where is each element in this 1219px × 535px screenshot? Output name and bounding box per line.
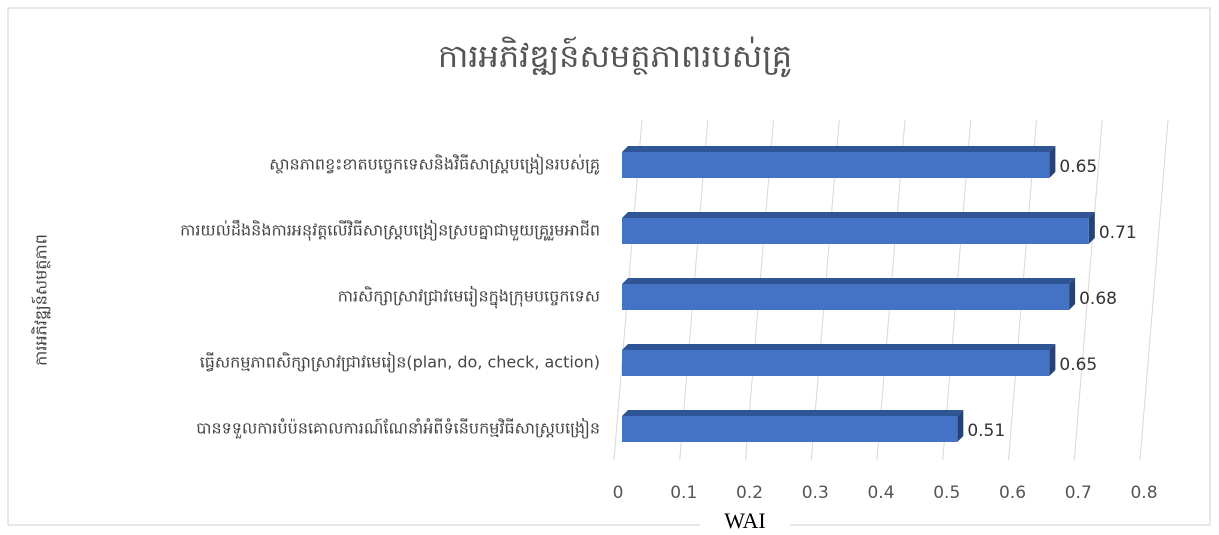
x-tick-label: 0 — [613, 483, 624, 503]
data-label: 0.65 — [1059, 157, 1097, 177]
x-tick-label: 0.7 — [1065, 483, 1092, 503]
x-tick-label: 0.6 — [999, 483, 1026, 503]
x-label-bg — [700, 512, 790, 534]
y-axis-label: ការអភិវឌ្ឍន៍សមត្ថភាព — [31, 234, 51, 366]
bar-top — [622, 146, 1056, 152]
x-tick-label: 0.1 — [670, 483, 697, 503]
bar-end — [1088, 212, 1095, 244]
x-axis-label: WAI — [724, 508, 766, 533]
y-tick-label: ការយល់ដឹងនិងការអនុវត្តលើវិធីសាស្ត្របង្រៀ… — [180, 220, 600, 242]
bar-end — [1049, 146, 1056, 178]
x-tick-label: 0.2 — [736, 483, 763, 503]
bar — [622, 212, 1095, 244]
bar-top — [622, 278, 1076, 284]
bar-top — [622, 410, 964, 416]
bar-front — [622, 152, 1050, 178]
x-tick-label: 0.5 — [933, 483, 960, 503]
x-tick-label: 0.8 — [1130, 483, 1157, 503]
bar-top — [622, 344, 1056, 350]
x-tick-label: 0.4 — [867, 483, 894, 503]
data-label: 0.65 — [1059, 355, 1097, 375]
bar — [622, 278, 1076, 310]
grid-line — [1139, 119, 1169, 461]
y-tick-label: ធ្វើសកម្មភាពសិក្សាស្រាវជ្រាវមេរៀន(plan, … — [200, 352, 600, 374]
bar-top — [622, 212, 1095, 218]
bar-end — [957, 410, 964, 442]
y-tick-label: ស្ថានភាពខ្វះខាតបច្ចេកទេសនិងវិធីសាស្ត្របង… — [269, 154, 600, 176]
data-label: 0.71 — [1099, 223, 1137, 243]
bar-end — [1049, 344, 1056, 376]
x-tick-label: 0.3 — [802, 483, 829, 503]
bar — [622, 410, 964, 442]
data-label: 0.51 — [967, 421, 1005, 441]
bar-front — [622, 218, 1089, 244]
bar — [622, 146, 1056, 178]
bar-front — [622, 284, 1070, 310]
chart-border — [7, 7, 1211, 526]
chart-title: ការអភិវឌ្ឍន៍សមត្ថភាពរបស់គ្រូ — [438, 36, 792, 78]
bar-front — [622, 350, 1050, 376]
grid-line — [1073, 119, 1103, 461]
bar — [622, 344, 1056, 376]
data-label: 0.68 — [1079, 289, 1117, 309]
bar-front — [622, 416, 958, 442]
y-tick-label: បានទទួលការបំប៉នគោលការណ៍ណែនាំអំពីទំនើបកម្… — [196, 418, 600, 440]
bar-end — [1069, 278, 1076, 310]
